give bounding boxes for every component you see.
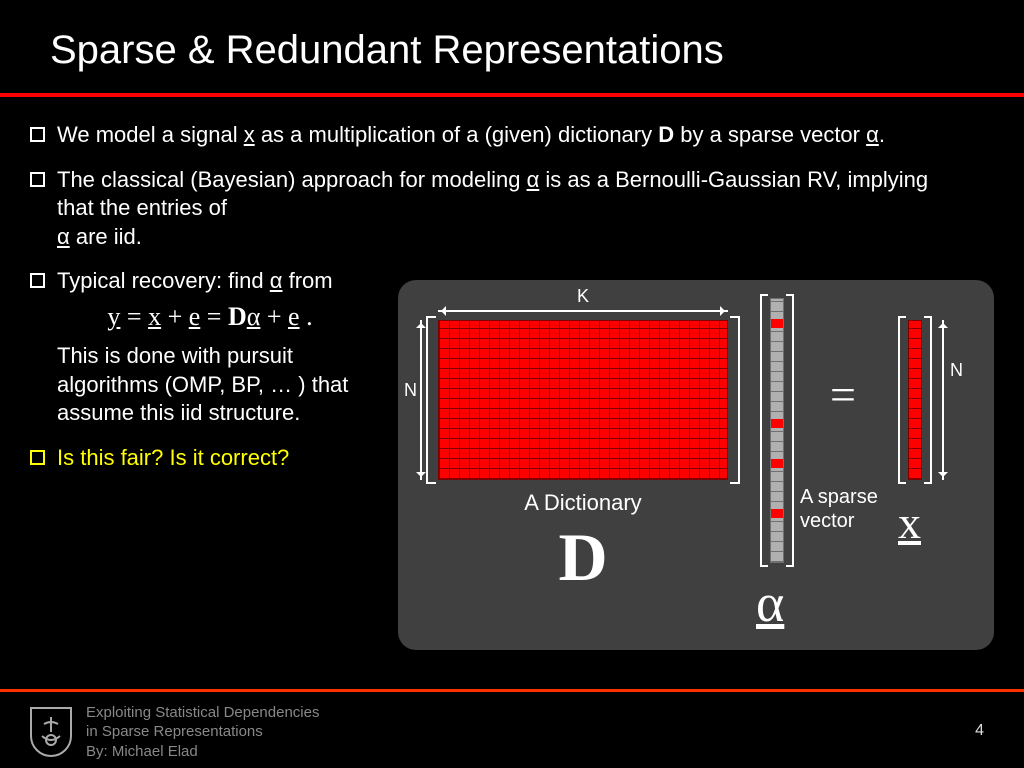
alpha-vector [770, 298, 784, 563]
bullet-4: Is this fair? Is it correct? [30, 444, 420, 473]
diagram-panel: K N A Dictionary D A sparse vector α = N… [398, 280, 994, 650]
sparse-vector-label: A sparse vector [800, 485, 890, 533]
bullet-list: We model a signal x as a multiplication … [30, 121, 420, 488]
bracket-icon [760, 294, 768, 567]
eq-op: = [200, 302, 228, 331]
eq-alpha: α [247, 302, 261, 331]
institution-shield-icon [30, 707, 72, 757]
bracket-icon [924, 316, 932, 484]
nonzero-cell [771, 509, 783, 518]
eq-y: y [107, 302, 120, 331]
bullet-3: Typical recovery: find α from [30, 267, 390, 296]
bullet-glyph [30, 273, 45, 288]
eq-op: + [260, 302, 288, 331]
dim-n-label: N [404, 380, 417, 401]
bullet-2: The classical (Bayesian) approach for mo… [30, 166, 950, 252]
bullet-glyph [30, 127, 45, 142]
dim-k-label: K [438, 286, 728, 307]
alpha-cells [770, 298, 784, 563]
eq-x: x [148, 302, 161, 331]
text: by a sparse vector [674, 122, 866, 147]
eq-dot: . [300, 302, 313, 331]
text: The classical (Bayesian) approach for mo… [57, 167, 527, 192]
var-alpha: α [866, 122, 879, 147]
bracket-icon [730, 316, 740, 484]
eq-e: e [288, 302, 300, 331]
highlight-text: Is this fair? Is it correct? [57, 444, 289, 473]
footer-line-2: in Sparse Representations [86, 722, 319, 742]
footer-line-3: By: Michael Elad [86, 742, 319, 762]
dim-k-arrow [438, 310, 728, 312]
bullet-glyph [30, 172, 45, 187]
text: as a multiplication of a (given) diction… [255, 122, 659, 147]
matrix-D [438, 320, 728, 480]
bracket-icon [898, 316, 906, 484]
nonzero-cell [771, 319, 783, 328]
eq-D: D [228, 302, 247, 331]
footer-rule [0, 689, 1024, 692]
var-D: D [658, 122, 674, 147]
text: from [282, 268, 332, 293]
dim-n-arrow-x [942, 320, 944, 480]
text: are iid. [70, 224, 142, 249]
bracket-icon [426, 316, 436, 484]
matrix-grid [438, 320, 728, 480]
eq-op: = [120, 302, 148, 331]
nonzero-cell [771, 459, 783, 468]
bullet-glyph [30, 450, 45, 465]
var-alpha: α [527, 167, 540, 192]
text: Typical recovery: find [57, 268, 270, 293]
big-D-label: D [438, 518, 728, 597]
eq-op: + [161, 302, 189, 331]
var-x: x [244, 122, 255, 147]
dictionary-label: A Dictionary [438, 490, 728, 516]
eq-e: e [189, 302, 201, 331]
bullet-1: We model a signal x as a multiplication … [30, 121, 950, 150]
text: . [879, 122, 885, 147]
x-cells [908, 320, 922, 480]
bracket-icon [786, 294, 794, 567]
equation: y = x + e = Dα + e . [30, 302, 390, 332]
nonzero-cell [771, 419, 783, 428]
big-x-label: x [898, 496, 921, 549]
footer: Exploiting Statistical Dependencies in S… [0, 696, 1024, 768]
page-number: 4 [975, 722, 984, 740]
bullet-3-sub: This is done with pursuit algorithms (OM… [57, 342, 397, 428]
dim-n-label-x: N [950, 360, 963, 381]
footer-text: Exploiting Statistical Dependencies in S… [86, 703, 319, 762]
x-vector [908, 320, 922, 480]
text: We model a signal [57, 122, 244, 147]
var-alpha: α [270, 268, 283, 293]
dim-n-arrow [420, 320, 422, 480]
var-alpha: α [57, 224, 70, 249]
equals-sign: = [830, 368, 856, 421]
footer-line-1: Exploiting Statistical Dependencies [86, 703, 319, 723]
slide-title: Sparse & Redundant Representations [50, 28, 1024, 73]
big-alpha-label: α [756, 572, 784, 634]
